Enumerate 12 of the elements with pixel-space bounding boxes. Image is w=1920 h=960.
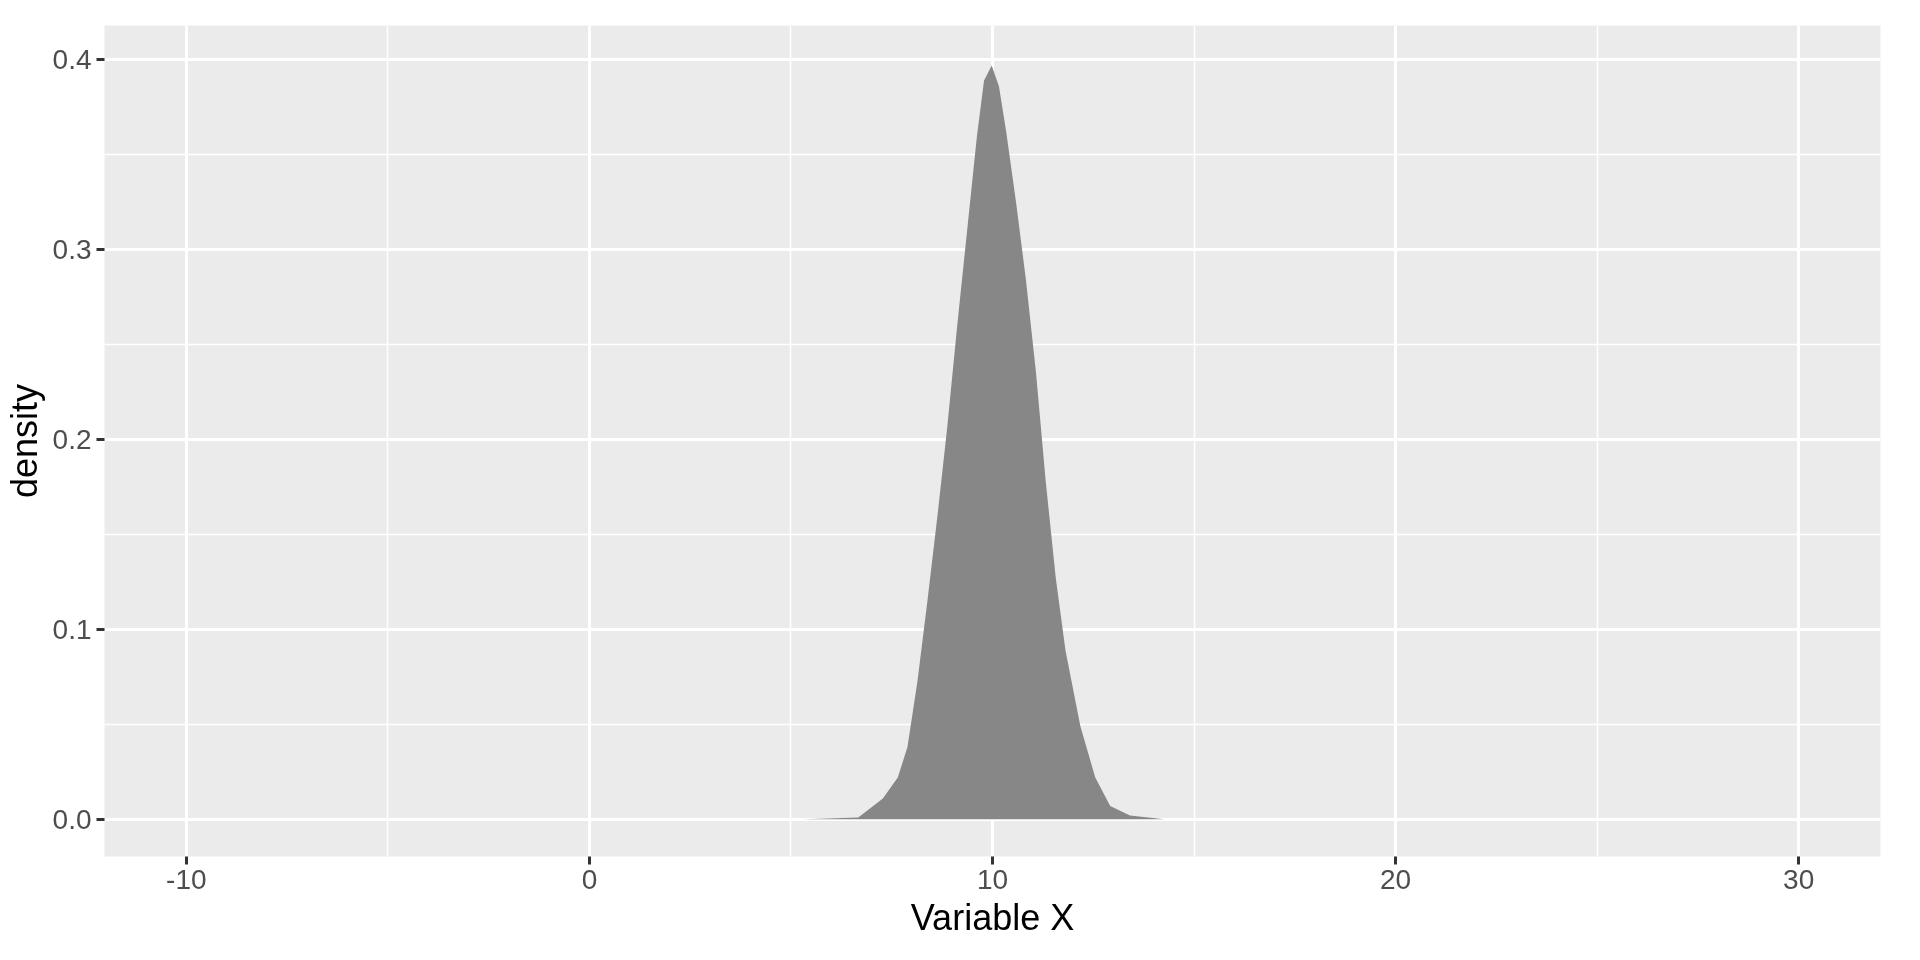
- y-axis-title: density: [3, 383, 45, 499]
- x-axis-title: Variable X: [910, 896, 1075, 938]
- x-tick-label: 0: [581, 863, 598, 895]
- x-tick-label: -10: [166, 863, 207, 895]
- y-tick-label: 0.1: [52, 613, 92, 645]
- y-tick-label: 0.4: [52, 44, 92, 76]
- y-tick-label: 0.3: [52, 234, 92, 266]
- x-tick-label: 10: [976, 863, 1009, 895]
- y-tick-label: 0.2: [52, 423, 92, 455]
- x-tick-label: 30: [1783, 863, 1815, 895]
- y-tick-label: 0.0: [52, 803, 92, 835]
- x-tick-label: 20: [1380, 863, 1412, 895]
